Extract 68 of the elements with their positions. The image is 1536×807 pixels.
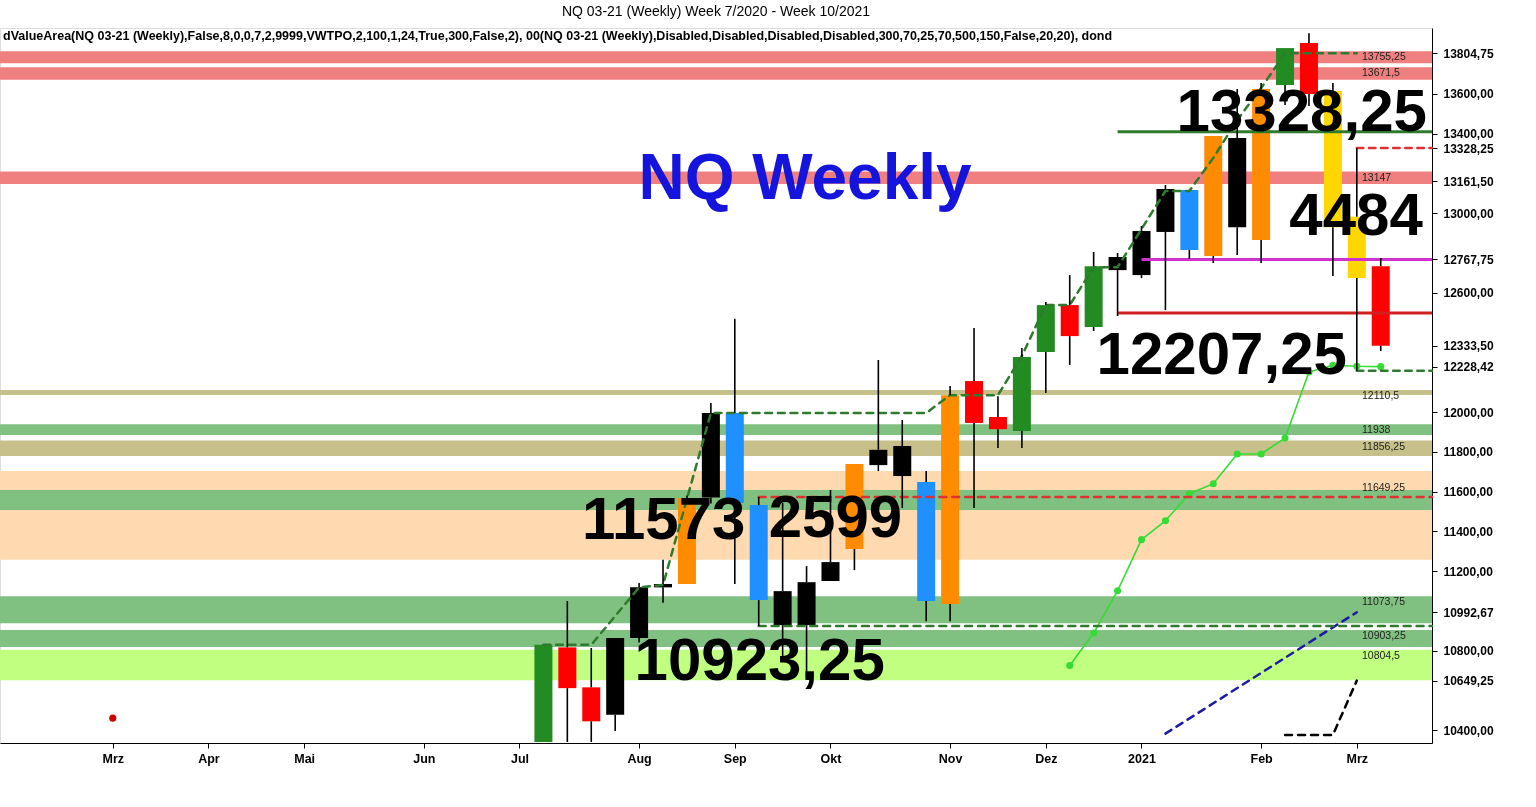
y-tick-label: 12600,00 [1443,286,1494,301]
x-tick-label: Jul [510,751,530,766]
candlestick [1060,274,1079,366]
candlestick [1012,347,1031,449]
x-tick-label: Mrz [1346,751,1369,766]
band-label: 13147 [1362,170,1392,183]
x-tick-label: Dez [1035,751,1058,766]
y-tick-label: 13400,00 [1443,127,1494,142]
y-tick-label: 13600,00 [1443,87,1494,102]
chart-title: NQ 03-21 (Weekly) Week 7/2020 - Week 10/2021 [561,3,871,19]
y-tick-label: 10649,25 [1443,674,1494,689]
point [109,714,117,722]
x-tick-label: Okt [820,751,843,766]
point [1161,517,1169,525]
x-tick-label: Mai [294,751,316,766]
y-tick-label: 11400,00 [1443,524,1494,539]
annotation: 12207,25 [1096,320,1347,388]
x-tick-label: Nov [938,751,963,766]
candlestick [1371,257,1390,352]
band-label: 10804,5 [1362,648,1401,661]
y-tick-label: 12767,75 [1443,252,1494,267]
y-tick-label: 10992,67 [1443,605,1494,620]
y-tick-label: 10400,00 [1443,723,1494,738]
band-label: 11649,25 [1362,480,1406,493]
point [1090,629,1098,637]
x-tick-label: Sep [723,751,748,766]
x-tick-label: Aug [627,751,652,766]
candlestick [917,470,936,622]
candlestick [988,395,1007,449]
x-tick-label: 2021 [1128,751,1156,766]
y-tick-label: 12000,00 [1443,405,1494,420]
point [1137,536,1146,544]
candlestick [534,644,553,743]
candlestick [941,385,960,622]
y-tick-label: 13000,00 [1443,206,1494,221]
candlestick [965,327,984,509]
point [1066,661,1074,670]
point [1209,480,1217,488]
band-label: 11073,75 [1362,595,1406,608]
y-tick-label: 13328,25 [1443,141,1494,156]
candlestick [1036,301,1055,394]
point [1257,450,1265,458]
band-label: 13755,25 [1362,50,1406,63]
annotation: dValueArea(NQ 03-21 (Weekly),False,8,0,0,7,2,9999,VWTPO,2,100,1,24,True,300,False,2), 00(NQ 03-21 (Weekly),Disabled,Disabled,Disabled,Disabled,300,70,25,70,500,150,False,20,20), dond [3,29,1113,43]
x-tick-label: Mrz [102,751,125,766]
y-tick-label: 13161,50 [1443,174,1494,189]
band-label: 11938 [1362,423,1391,436]
candlestick [606,638,625,732]
band-label: 12110,5 [1362,389,1400,402]
band-label: 10903,25 [1362,629,1406,642]
y-tick-label: 10800,00 [1443,644,1494,659]
y-tick-label: 11600,00 [1443,485,1494,500]
text: NQ Weekly [638,141,972,213]
y-tick-label: 13804,75 [1443,46,1494,61]
y-tick-label: 11800,00 [1443,445,1494,460]
x-tick-label: Jun [413,751,436,766]
band-label: 11856,25 [1362,439,1406,452]
x-tick-label: Feb [1250,751,1274,766]
y-tick-label: 11200,00 [1443,564,1494,579]
point [1377,363,1385,371]
y-tick-label: 12228,42 [1443,360,1494,375]
band-label: 13671,5 [1362,66,1401,79]
y-tick-label: 12333,50 [1443,339,1494,354]
candlestick [749,496,768,627]
point [1281,434,1289,442]
point [1114,587,1122,595]
x-tick-label: Apr [198,751,220,766]
point [1233,450,1241,458]
